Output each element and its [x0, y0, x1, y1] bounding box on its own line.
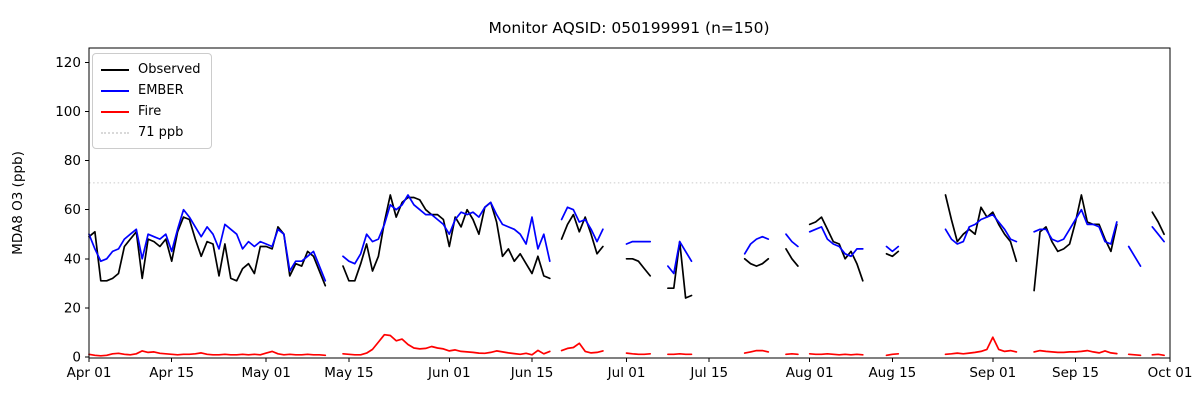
x-tick-label: Aug 01 — [786, 365, 834, 381]
y-tick-label: 20 — [64, 300, 81, 316]
x-tick-label: Jul 01 — [607, 365, 646, 381]
legend: Observed EMBER Fire 71 ppb — [92, 53, 212, 149]
x-tick-label: Jun 01 — [427, 365, 471, 381]
y-axis-label: MDA8 O3 (ppb) — [10, 151, 26, 255]
legend-item-ember: EMBER — [101, 80, 201, 101]
y-tick-label: 40 — [64, 251, 81, 267]
legend-item-threshold: 71 ppb — [101, 122, 201, 143]
y-tick-label: 0 — [72, 349, 81, 365]
x-tick-label: May 01 — [242, 365, 291, 381]
x-tick-label: Jul 15 — [689, 365, 728, 381]
legend-line-sample-fire — [101, 110, 129, 113]
x-tick-label: Jun 15 — [510, 365, 554, 381]
x-tick-label: Apr 01 — [67, 365, 112, 381]
series-line-observed — [88, 194, 1165, 299]
legend-label-fire: Fire — [138, 104, 162, 119]
legend-line-sample-threshold — [101, 131, 129, 134]
chart-title: Monitor AQSID: 050199991 (n=150) — [488, 19, 769, 37]
x-tick-label: May 15 — [324, 365, 373, 381]
axes-frame — [88, 47, 1171, 359]
x-tick-label: Aug 15 — [868, 365, 916, 381]
x-tick-label: Apr 15 — [149, 365, 194, 381]
y-tick-label: 80 — [64, 153, 81, 169]
series-line-fire — [88, 333, 1165, 357]
legend-item-observed: Observed — [101, 59, 201, 80]
y-tick-label: 60 — [64, 202, 81, 218]
x-tick-label: Sep 01 — [969, 365, 1016, 381]
series-line-ember — [88, 194, 1165, 282]
x-tick-label: Oct 01 — [1148, 365, 1193, 381]
legend-label-threshold: 71 ppb — [138, 125, 184, 140]
x-tick-label: Sep 15 — [1052, 365, 1099, 381]
legend-label-ember: EMBER — [138, 83, 184, 98]
legend-line-sample-ember — [101, 89, 129, 92]
legend-line-sample-observed — [101, 68, 129, 71]
legend-label-observed: Observed — [138, 62, 201, 77]
y-tick-label: 120 — [55, 55, 81, 71]
plot-area: Apr 01 Apr 15 May 01 May 15 Jun 01 Jun 15 Jul … — [55, 47, 1193, 381]
legend-item-fire: Fire — [101, 101, 201, 122]
y-tick-label: 100 — [55, 104, 81, 120]
